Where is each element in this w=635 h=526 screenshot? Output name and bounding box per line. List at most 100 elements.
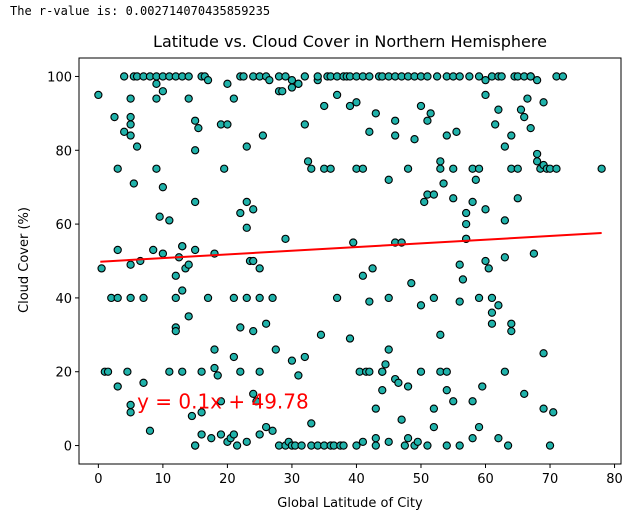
data-point — [442, 131, 451, 140]
data-point — [500, 367, 510, 376]
data-point — [252, 397, 261, 406]
data-point — [271, 345, 280, 354]
data-point — [249, 389, 258, 399]
data-point — [184, 260, 193, 269]
data-point — [442, 441, 451, 450]
data-point — [190, 116, 200, 125]
data-point — [103, 367, 113, 376]
data-point — [316, 330, 326, 339]
data-point — [261, 319, 271, 328]
data-point — [416, 367, 426, 376]
regression-equation: y = 0.1x + 49.78 — [137, 390, 309, 414]
data-point — [207, 434, 216, 443]
data-point — [110, 112, 119, 122]
data-point — [242, 142, 251, 151]
data-point — [345, 334, 355, 343]
data-point — [229, 94, 239, 103]
data-point — [429, 190, 439, 199]
data-point — [539, 349, 548, 358]
data-point — [287, 356, 297, 365]
data-point — [171, 293, 180, 303]
data-point — [132, 142, 142, 151]
data-point — [255, 264, 264, 273]
data-point — [507, 326, 516, 336]
data-point — [487, 293, 497, 303]
x-tick-label: 30 — [284, 472, 301, 487]
data-point — [449, 194, 458, 203]
data-point — [484, 264, 493, 273]
data-point — [249, 256, 258, 266]
data-point — [452, 127, 461, 136]
data-point — [449, 397, 458, 406]
data-point — [391, 116, 400, 125]
data-point — [358, 271, 368, 280]
data-point — [126, 260, 135, 269]
x-tick-label: 20 — [219, 472, 236, 487]
data-point — [474, 293, 484, 303]
data-point — [139, 378, 148, 387]
data-point — [203, 75, 213, 85]
data-point — [126, 94, 135, 103]
data-point — [429, 422, 439, 432]
data-point — [232, 441, 242, 450]
data-point — [171, 326, 180, 336]
data-point — [507, 319, 516, 328]
data-point — [532, 75, 542, 85]
data-point — [474, 72, 484, 81]
data-point — [400, 441, 409, 450]
data-point — [481, 256, 490, 266]
data-point — [123, 367, 132, 376]
data-point — [242, 293, 251, 303]
y-axis-label: Cloud Cover (%) — [17, 207, 32, 313]
data-point — [197, 430, 206, 439]
data-point — [297, 441, 306, 450]
data-point — [358, 164, 368, 173]
data-point — [516, 105, 526, 114]
data-point — [255, 367, 264, 376]
x-tick-label: 80 — [606, 472, 623, 487]
x-tick-label: 60 — [477, 472, 494, 487]
data-point — [294, 371, 303, 380]
data-point — [494, 434, 503, 443]
x-tick-label: 0 — [94, 472, 102, 487]
data-point — [468, 397, 477, 406]
data-point — [410, 135, 419, 144]
data-point — [371, 434, 380, 443]
data-point — [423, 116, 432, 125]
data-point — [332, 90, 342, 100]
data-point — [436, 330, 445, 339]
plot-frame — [78, 57, 622, 465]
data-point — [158, 87, 168, 96]
data-point — [384, 175, 393, 184]
data-point — [420, 197, 429, 207]
data-point — [307, 164, 316, 173]
data-point — [242, 437, 251, 447]
x-tick-label: 40 — [348, 472, 365, 487]
data-point — [113, 382, 122, 391]
data-point — [532, 157, 542, 166]
regression-line-layer — [100, 232, 602, 263]
data-point — [500, 216, 510, 225]
data-point — [520, 112, 529, 122]
data-point — [197, 408, 206, 417]
data-point — [249, 326, 258, 336]
data-point — [261, 422, 271, 432]
data-point — [278, 87, 287, 96]
data-point — [126, 131, 135, 140]
data-point — [223, 120, 232, 129]
data-point — [407, 278, 416, 288]
data-point — [468, 197, 477, 207]
data-point — [371, 441, 380, 450]
data-point — [300, 72, 309, 81]
data-point — [216, 397, 226, 406]
y-tick-label: 20 — [55, 366, 72, 381]
data-point — [223, 79, 232, 88]
data-point — [368, 264, 377, 273]
data-point — [210, 345, 219, 354]
data-point — [474, 164, 484, 173]
data-point — [449, 164, 458, 173]
data-point — [436, 164, 445, 173]
data-point — [345, 101, 355, 111]
data-point — [178, 367, 187, 376]
data-point — [126, 293, 135, 303]
